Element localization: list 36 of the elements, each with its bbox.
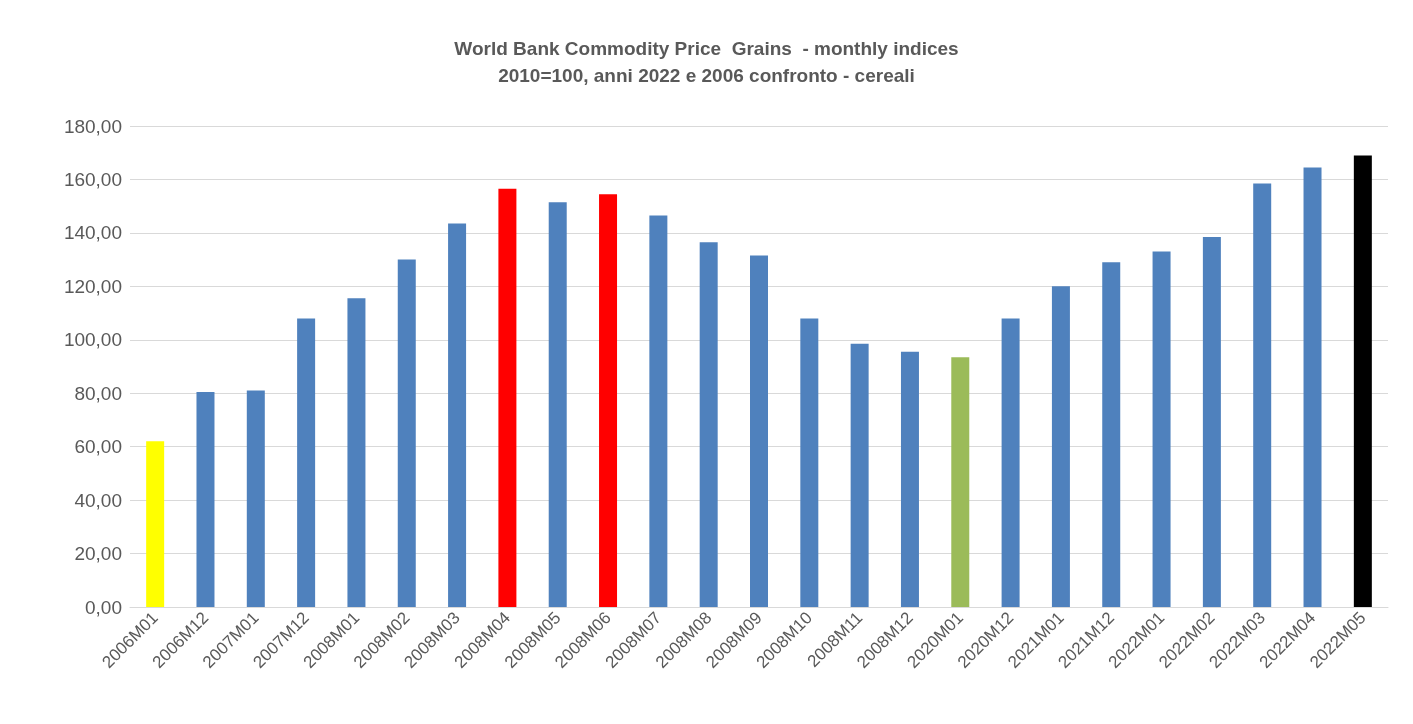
- bar: [800, 318, 819, 607]
- bar: [951, 357, 970, 607]
- chart-subtitle: 2010=100, anni 2022 e 2006 confronto - cereali: [498, 65, 915, 86]
- chart-title: World Bank Commodity Price Grains - monthly indices: [454, 38, 959, 59]
- bar: [850, 343, 869, 607]
- bar: [1303, 167, 1322, 607]
- bar: [548, 202, 567, 607]
- bar: [1051, 286, 1070, 607]
- y-tick-label: 120,00: [63, 275, 122, 297]
- bar: [246, 390, 265, 607]
- bar: [297, 318, 316, 607]
- bar: [1102, 262, 1121, 607]
- bar: [599, 194, 618, 607]
- y-tick-label: 60,00: [74, 436, 122, 458]
- bar: [900, 351, 919, 607]
- bar: [1202, 236, 1221, 607]
- bar: [448, 223, 467, 607]
- y-tick-label: 20,00: [74, 543, 122, 565]
- bar: [1353, 155, 1372, 607]
- y-tick-label: 140,00: [63, 222, 122, 244]
- bar: [196, 391, 215, 607]
- bar: [1001, 318, 1020, 607]
- bar: [347, 298, 366, 607]
- bar: [1253, 183, 1272, 607]
- bar: [397, 259, 416, 607]
- bar: [1152, 251, 1171, 607]
- y-tick-label: 180,00: [63, 115, 122, 137]
- y-tick-label: 40,00: [74, 489, 122, 511]
- bar: [146, 441, 165, 607]
- bar: [649, 215, 668, 607]
- bar: [750, 255, 768, 607]
- y-tick-label: 80,00: [74, 382, 122, 404]
- y-tick-label: 160,00: [63, 168, 122, 190]
- bar: [699, 242, 718, 607]
- bar: [498, 188, 517, 607]
- y-tick-label: 100,00: [63, 329, 122, 351]
